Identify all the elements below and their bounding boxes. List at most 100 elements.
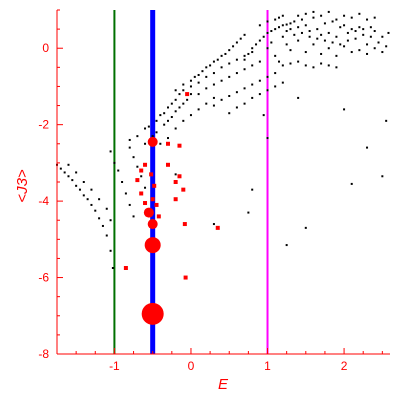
red-point bbox=[139, 191, 144, 196]
black-point bbox=[335, 35, 338, 38]
black-point bbox=[182, 102, 185, 105]
black-point bbox=[293, 33, 296, 36]
black-point bbox=[381, 35, 384, 38]
black-point bbox=[266, 31, 269, 34]
black-point bbox=[274, 72, 277, 75]
black-point bbox=[251, 96, 254, 99]
black-point bbox=[228, 75, 231, 78]
black-point bbox=[132, 156, 135, 159]
black-point bbox=[304, 226, 307, 229]
black-point bbox=[278, 60, 280, 63]
black-point bbox=[182, 83, 185, 86]
black-point bbox=[335, 18, 338, 21]
black-point bbox=[117, 169, 120, 172]
black-point bbox=[266, 89, 269, 92]
black-point bbox=[278, 16, 280, 19]
red-point bbox=[143, 162, 148, 167]
red-point-series bbox=[123, 92, 220, 325]
black-point bbox=[212, 96, 215, 99]
black-point bbox=[98, 198, 101, 201]
black-point bbox=[323, 39, 326, 42]
black-point bbox=[201, 70, 204, 73]
black-point bbox=[186, 98, 189, 101]
black-point bbox=[354, 30, 357, 33]
black-point bbox=[285, 244, 288, 247]
black-point bbox=[316, 28, 319, 31]
y-axis-title: <J3> bbox=[14, 169, 31, 203]
black-point bbox=[281, 14, 284, 17]
black-point bbox=[381, 175, 384, 178]
black-point bbox=[285, 43, 288, 46]
black-point bbox=[205, 87, 208, 90]
black-point bbox=[281, 81, 284, 84]
red-point bbox=[154, 202, 159, 207]
black-point bbox=[285, 30, 288, 33]
black-point bbox=[373, 47, 376, 50]
black-point bbox=[59, 167, 62, 170]
black-point bbox=[323, 22, 326, 25]
y-tick-label: -2 bbox=[38, 118, 49, 132]
black-point bbox=[327, 10, 330, 13]
red-point bbox=[166, 162, 170, 167]
black-point bbox=[75, 184, 78, 187]
black-point bbox=[159, 114, 162, 117]
red-point bbox=[143, 201, 148, 206]
red-point bbox=[141, 302, 164, 325]
black-point bbox=[75, 171, 78, 174]
black-point bbox=[144, 142, 147, 145]
y-tick-label: -8 bbox=[38, 347, 49, 361]
black-point bbox=[251, 64, 254, 67]
red-point bbox=[147, 219, 158, 230]
black-point bbox=[350, 182, 353, 185]
black-point bbox=[216, 58, 219, 61]
black-point bbox=[228, 95, 231, 97]
black-point bbox=[140, 175, 143, 178]
black-point bbox=[251, 51, 254, 54]
black-point bbox=[147, 125, 150, 128]
black-point bbox=[182, 89, 185, 92]
black-point bbox=[128, 203, 131, 206]
black-point bbox=[71, 179, 74, 182]
black-point bbox=[258, 39, 261, 42]
black-point bbox=[377, 41, 380, 44]
red-point bbox=[182, 222, 187, 227]
black-point bbox=[86, 198, 89, 201]
black-point bbox=[167, 137, 169, 140]
red-point bbox=[149, 172, 154, 177]
black-point bbox=[82, 181, 85, 183]
black-point bbox=[90, 188, 93, 191]
black-point bbox=[212, 72, 215, 75]
black-point bbox=[212, 223, 215, 226]
black-point bbox=[243, 68, 246, 71]
black-point bbox=[220, 79, 223, 82]
black-point bbox=[339, 43, 342, 46]
black-point bbox=[366, 52, 369, 55]
black-point bbox=[189, 79, 192, 82]
black-point bbox=[132, 215, 135, 218]
black-point bbox=[235, 72, 238, 75]
black-point bbox=[247, 52, 250, 55]
black-point bbox=[63, 171, 66, 174]
black-point bbox=[174, 173, 177, 176]
black-point bbox=[167, 106, 169, 109]
black-point bbox=[220, 98, 223, 101]
black-point bbox=[339, 26, 342, 29]
black-point bbox=[343, 108, 346, 111]
black-point bbox=[327, 47, 330, 50]
black-point bbox=[308, 35, 311, 38]
black-point bbox=[205, 75, 208, 78]
black-point bbox=[136, 135, 139, 138]
black-point bbox=[151, 135, 154, 138]
black-point bbox=[312, 43, 315, 46]
black-point bbox=[105, 207, 108, 210]
red-point bbox=[147, 136, 158, 147]
black-point bbox=[228, 62, 231, 65]
black-point bbox=[128, 146, 131, 149]
x-tick-label: 1 bbox=[264, 359, 271, 373]
black-point bbox=[82, 194, 85, 197]
black-point bbox=[193, 75, 196, 78]
black-point-series bbox=[56, 10, 390, 269]
black-point bbox=[251, 188, 254, 191]
black-point bbox=[258, 60, 261, 63]
black-point bbox=[212, 60, 215, 63]
